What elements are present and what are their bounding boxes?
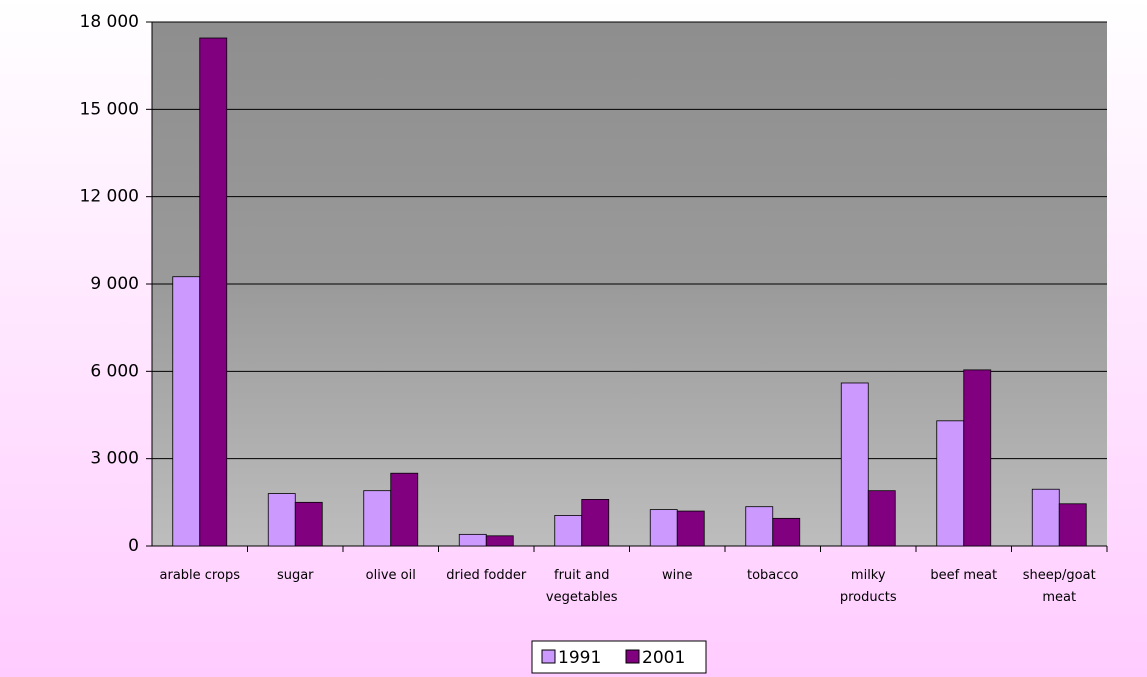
y-tick-label: 6 000 [90, 361, 139, 381]
bar [936, 420, 965, 547]
y-tick-label: 15 000 [80, 99, 139, 119]
legend-box [531, 640, 707, 674]
bar [1058, 503, 1087, 547]
x-tick-label: beef meat [930, 568, 998, 583]
bar [485, 535, 514, 547]
bar [840, 382, 869, 547]
bar [458, 533, 487, 547]
legend-swatch [541, 649, 556, 664]
x-tick-label: sugar [276, 568, 314, 583]
bar [867, 490, 896, 547]
y-tick-label: 9 000 [90, 274, 139, 294]
bar [554, 515, 583, 547]
y-tick-label: 18 000 [80, 12, 139, 32]
bar [294, 501, 323, 547]
bar [363, 490, 392, 547]
legend-label: 2001 [642, 648, 685, 668]
y-tick-label: 0 [128, 536, 139, 556]
x-tick-label: wine [662, 568, 693, 583]
bar [772, 517, 801, 547]
bar [1031, 488, 1060, 547]
x-tick-label: olive oil [365, 568, 416, 583]
x-tick-label: sheep/goat meat [1022, 568, 1096, 605]
bar [649, 509, 678, 547]
bar [745, 506, 774, 547]
bar [676, 510, 705, 547]
bar [199, 37, 228, 547]
legend-label: 1991 [558, 648, 601, 668]
bar [390, 472, 419, 547]
x-tick-label: milky products [839, 568, 897, 605]
bar [963, 369, 992, 547]
bar [267, 493, 296, 547]
x-tick-label: dried fodder [446, 568, 527, 583]
x-tick-label: tobacco [746, 568, 799, 583]
legend-swatch [625, 649, 640, 664]
y-tick-label: 12 000 [80, 187, 139, 207]
x-tick-label: arable crops [159, 568, 240, 583]
bar [172, 276, 201, 547]
bar [581, 499, 610, 547]
x-tick-label: fruit and vegetables [545, 568, 618, 605]
y-tick-label: 3 000 [90, 449, 139, 469]
